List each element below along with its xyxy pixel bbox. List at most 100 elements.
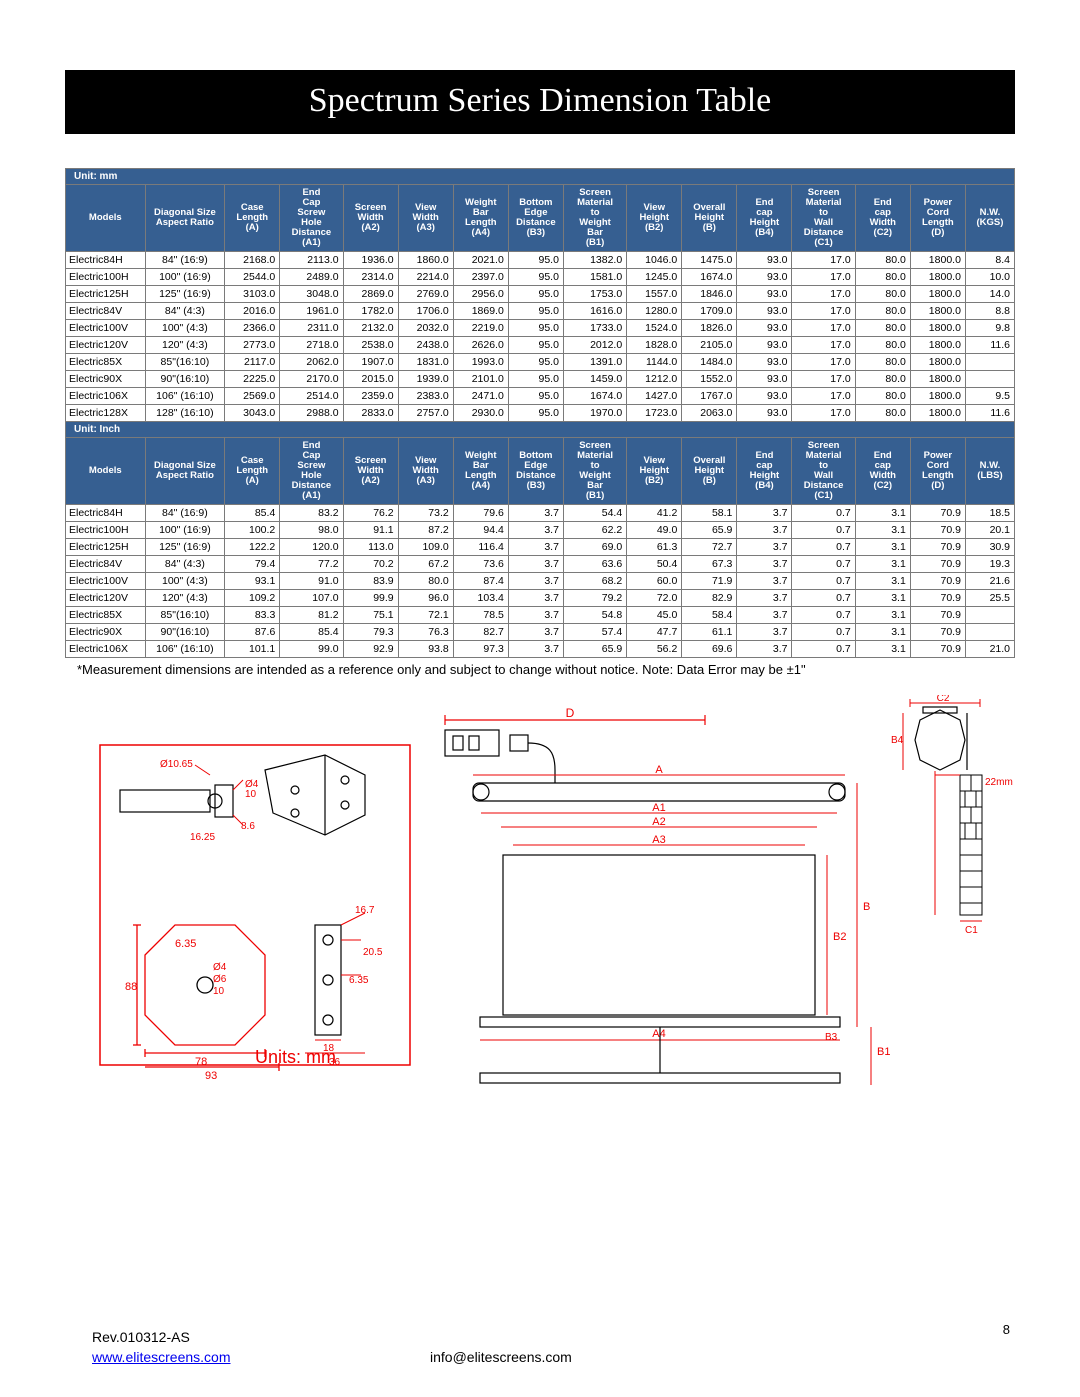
value-cell: 93.0 <box>737 336 792 353</box>
column-header: ScreenWidth(A2) <box>343 437 398 504</box>
value-cell: 79.6 <box>453 504 508 521</box>
value-cell: 8.4 <box>965 251 1014 268</box>
value-cell: 2225.0 <box>225 370 280 387</box>
value-cell: 109.0 <box>398 538 453 555</box>
value-cell: 97.3 <box>453 640 508 657</box>
table-row: Electric120V120" (4:3)2773.02718.02538.0… <box>66 336 1015 353</box>
ratio-cell: 84" (16:9) <box>145 251 225 268</box>
value-cell: 2314.0 <box>343 268 398 285</box>
value-cell: 73.2 <box>398 504 453 521</box>
value-cell: 3.7 <box>508 572 563 589</box>
model-cell: Electric100H <box>66 268 146 285</box>
value-cell: 122.2 <box>225 538 280 555</box>
column-header: EndcapHeight(B4) <box>737 437 792 504</box>
dimension-table: Unit: mmModelsDiagonal SizeAspect RatioC… <box>65 168 1015 658</box>
svg-text:78: 78 <box>195 1056 207 1068</box>
website-link[interactable]: www.elitescreens.com <box>92 1349 231 1365</box>
value-cell: 2869.0 <box>343 285 398 302</box>
value-cell: 0.7 <box>792 555 855 572</box>
svg-text:B2: B2 <box>833 931 846 943</box>
value-cell: 0.7 <box>792 521 855 538</box>
value-cell: 3.7 <box>737 555 792 572</box>
value-cell: 70.9 <box>910 521 965 538</box>
value-cell: 2015.0 <box>343 370 398 387</box>
ratio-cell: 100" (16:9) <box>145 268 225 285</box>
value-cell: 2538.0 <box>343 336 398 353</box>
column-header: CaseLength(A) <box>225 437 280 504</box>
table-row: Electric84H84" (16:9)85.483.276.273.279.… <box>66 504 1015 521</box>
value-cell: 95.0 <box>508 285 563 302</box>
value-cell: 87.4 <box>453 572 508 589</box>
value-cell: 1723.0 <box>627 404 682 421</box>
value-cell: 70.9 <box>910 623 965 640</box>
page-number: 8 <box>1003 1322 1010 1337</box>
value-cell: 87.6 <box>225 623 280 640</box>
table-row: Electric84V84" (4:3)2016.01961.01782.017… <box>66 302 1015 319</box>
value-cell: 2757.0 <box>398 404 453 421</box>
value-cell: 1484.0 <box>682 353 737 370</box>
ratio-cell: 120" (4:3) <box>145 589 225 606</box>
value-cell: 2063.0 <box>682 404 737 421</box>
value-cell: 1828.0 <box>627 336 682 353</box>
table-row: Electric100V100" (4:3)2366.02311.02132.0… <box>66 319 1015 336</box>
value-cell: 1961.0 <box>280 302 343 319</box>
value-cell: 3.7 <box>737 538 792 555</box>
value-cell: 91.0 <box>280 572 343 589</box>
table-row: Electric106X106" (16:10)2569.02514.02359… <box>66 387 1015 404</box>
value-cell: 1280.0 <box>627 302 682 319</box>
value-cell: 1939.0 <box>398 370 453 387</box>
value-cell: 9.5 <box>965 387 1014 404</box>
value-cell: 2359.0 <box>343 387 398 404</box>
value-cell: 1427.0 <box>627 387 682 404</box>
column-header: ViewHeight(B2) <box>627 437 682 504</box>
table-row: Electric106X106" (16:10)101.199.092.993.… <box>66 640 1015 657</box>
value-cell: 81.2 <box>280 606 343 623</box>
table-row: Electric125H125" (16:9)122.2120.0113.010… <box>66 538 1015 555</box>
value-cell: 93.8 <box>398 640 453 657</box>
value-cell: 93.0 <box>737 353 792 370</box>
value-cell: 54.4 <box>563 504 626 521</box>
table-row: Electric84V84" (4:3)79.477.270.267.273.6… <box>66 555 1015 572</box>
value-cell: 2471.0 <box>453 387 508 404</box>
value-cell: 93.0 <box>737 285 792 302</box>
value-cell: 21.6 <box>965 572 1014 589</box>
svg-text:A1: A1 <box>652 802 665 814</box>
value-cell: 3.1 <box>855 504 910 521</box>
svg-text:16.7: 16.7 <box>355 905 375 916</box>
model-cell: Electric85X <box>66 606 146 623</box>
value-cell: 65.9 <box>563 640 626 657</box>
value-cell: 2113.0 <box>280 251 343 268</box>
value-cell: 116.4 <box>453 538 508 555</box>
value-cell: 3.7 <box>508 521 563 538</box>
value-cell: 70.2 <box>343 555 398 572</box>
column-header: Diagonal SizeAspect Ratio <box>145 437 225 504</box>
value-cell: 85.4 <box>280 623 343 640</box>
column-header: OverallHeight(B) <box>682 185 737 252</box>
model-cell: Electric106X <box>66 640 146 657</box>
value-cell: 3.7 <box>737 589 792 606</box>
units-label: Units: mm <box>255 1047 336 1068</box>
value-cell: 63.6 <box>563 555 626 572</box>
value-cell: 1800.0 <box>910 251 965 268</box>
value-cell: 120.0 <box>280 538 343 555</box>
value-cell: 95.0 <box>508 319 563 336</box>
svg-text:C2: C2 <box>937 695 950 704</box>
value-cell: 100.2 <box>225 521 280 538</box>
value-cell: 1800.0 <box>910 336 965 353</box>
value-cell: 1616.0 <box>563 302 626 319</box>
value-cell: 54.8 <box>563 606 626 623</box>
value-cell: 80.0 <box>855 336 910 353</box>
value-cell <box>965 370 1014 387</box>
value-cell: 61.1 <box>682 623 737 640</box>
value-cell: 2718.0 <box>280 336 343 353</box>
value-cell: 14.0 <box>965 285 1014 302</box>
value-cell: 94.4 <box>453 521 508 538</box>
value-cell: 2219.0 <box>453 319 508 336</box>
value-cell: 0.7 <box>792 606 855 623</box>
value-cell: 1245.0 <box>627 268 682 285</box>
ratio-cell: 90"(16:10) <box>145 370 225 387</box>
value-cell: 0.7 <box>792 538 855 555</box>
value-cell: 67.2 <box>398 555 453 572</box>
value-cell: 2366.0 <box>225 319 280 336</box>
value-cell: 70.9 <box>910 589 965 606</box>
